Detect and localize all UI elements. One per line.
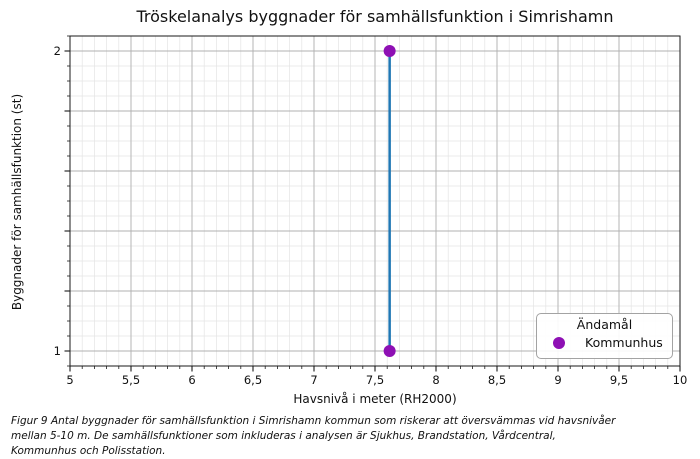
legend-entry-label: Kommunhus — [585, 335, 663, 350]
x-tick-label: 8 — [432, 373, 439, 387]
x-tick-label: 9,5 — [610, 373, 628, 387]
legend-entry: Kommunhus — [553, 335, 672, 350]
data-point-marker — [383, 345, 396, 357]
legend: Ändamål Kommunhus — [536, 313, 673, 359]
x-tick-label: 8,5 — [488, 373, 506, 387]
chart-title: Tröskelanalys byggnader för samhällsfunk… — [136, 7, 614, 26]
caption-line-1: Figur 9 Antal byggnader för samhällsfunk… — [11, 415, 616, 427]
x-tick-label: 5 — [66, 373, 73, 387]
x-tick-label: 6 — [188, 373, 195, 387]
legend-title: Ändamål — [576, 317, 633, 332]
x-tick-label: 10 — [673, 373, 688, 387]
y-tick-label: 1 — [54, 344, 61, 358]
x-tick-label: 9 — [554, 373, 561, 387]
x-tick-label: 6,5 — [244, 373, 262, 387]
x-axis-label: Havsnivå i meter (RH2000) — [293, 392, 457, 406]
caption-line-3: Kommunhus och Polisstation. — [11, 444, 166, 457]
caption-line-2: mellan 5-10 m. De samhällsfunktioner som… — [11, 429, 556, 442]
x-tick-label: 5,5 — [122, 373, 140, 387]
y-axis-label: Byggnader för samhällsfunktion (st) — [10, 93, 24, 311]
y-tick-label: 2 — [54, 44, 61, 58]
legend-marker-icon — [553, 336, 565, 349]
x-tick-label: 7,5 — [366, 373, 384, 387]
data-point-marker — [383, 45, 396, 57]
figure-caption: Figur 9 Antal byggnader för samhällsfunk… — [11, 414, 697, 458]
x-tick-label: 7 — [310, 373, 317, 387]
